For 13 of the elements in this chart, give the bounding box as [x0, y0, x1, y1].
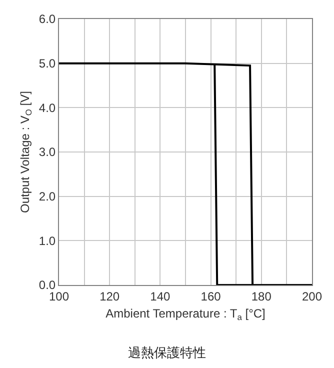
x-tick-label: 120 [100, 289, 120, 304]
y-tick-label: 4.0 [38, 100, 56, 115]
x-axis-title: Ambient Temperature : T$_{a}$ [°C] [106, 306, 266, 322]
x-tick-label: 200 [302, 289, 322, 304]
y-tick-label: 1.0 [38, 234, 56, 248]
y-tick-label: 3.0 [38, 145, 56, 160]
x-tick-label: 160 [200, 289, 222, 304]
x-tick-label: 180 [251, 289, 272, 304]
y-tick-label: 6.0 [38, 12, 56, 26]
y-tick-label: 5.0 [38, 56, 56, 71]
x-tick-label: 140 [150, 289, 171, 304]
text: 過熱保護特性 [128, 346, 206, 361]
y-tick-label: 2.0 [38, 190, 56, 204]
